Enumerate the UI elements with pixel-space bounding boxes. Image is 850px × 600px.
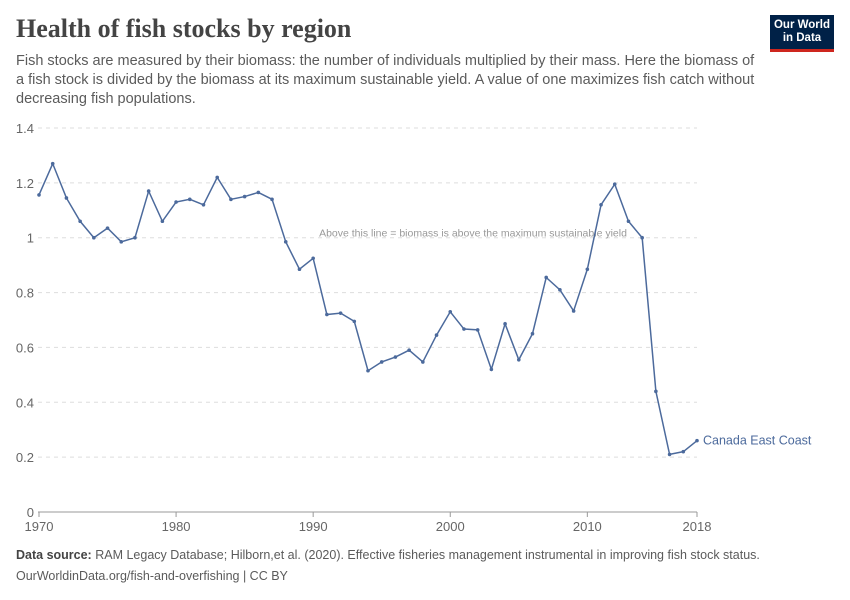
data-point (544, 275, 549, 280)
data-point (215, 175, 220, 180)
data-point (571, 309, 576, 313)
data-point (201, 203, 206, 207)
data-point (119, 240, 124, 244)
data-point (489, 367, 494, 372)
data-point (612, 182, 617, 187)
data-point (174, 200, 178, 204)
data-point (270, 197, 274, 202)
data-point (78, 219, 82, 224)
data-point (325, 312, 329, 317)
source-text: RAM Legacy Database; Hilborn,et al. (202… (95, 548, 760, 562)
data-point (50, 161, 55, 166)
data-point (654, 389, 658, 394)
x-tick-label: 1980 (162, 519, 191, 534)
data-point (297, 267, 302, 272)
data-point (434, 333, 439, 337)
data-point (229, 197, 233, 202)
data-point (146, 189, 151, 193)
y-tick-label: 0.6 (16, 340, 34, 355)
y-tick-label: 0.2 (16, 450, 34, 465)
owid-logo[interactable]: Our World in Data (770, 15, 834, 52)
y-tick-label: 1.2 (16, 176, 34, 191)
data-point (626, 219, 631, 224)
y-tick-label: 0.8 (16, 286, 34, 301)
data-point (256, 190, 261, 195)
x-tick-label: 1970 (25, 519, 54, 534)
data-point (92, 235, 96, 240)
source-label: Data source: (16, 548, 92, 562)
x-tick-label: 2010 (573, 519, 602, 534)
data-point (37, 193, 41, 197)
data-point (338, 311, 343, 315)
data-point (407, 348, 411, 352)
data-point (599, 203, 603, 207)
y-tick-label: 1 (27, 231, 34, 246)
data-point (695, 438, 699, 443)
annotation: Above this line = biomass is above the m… (319, 228, 627, 240)
series-line (38, 161, 698, 456)
data-point (640, 235, 644, 240)
data-point (681, 449, 686, 454)
data-point (242, 194, 247, 199)
data-point (558, 288, 562, 292)
data-point (393, 355, 398, 359)
chart-title: Health of fish stocks by region (16, 14, 352, 43)
data-point (448, 309, 453, 314)
data-point (475, 328, 480, 332)
data-point (352, 319, 357, 324)
data-point (160, 219, 165, 224)
data-point (530, 331, 535, 336)
series-label: Canada East Coast (703, 434, 812, 448)
chart-subtitle: Fish stocks are measured by their biomas… (16, 53, 755, 107)
x-tick-label: 1990 (299, 519, 328, 534)
y-tick-label: 1.4 (16, 121, 34, 136)
data-point (379, 360, 384, 364)
data-point (133, 235, 137, 240)
data-point (366, 368, 370, 373)
footer-url[interactable]: OurWorldinData.org/fish-and-overfishing … (16, 569, 288, 583)
data-point (283, 240, 288, 244)
data-point (503, 322, 507, 326)
data-point (516, 357, 521, 362)
data-point (187, 197, 192, 202)
data-point (667, 452, 672, 457)
y-tick-label: 0 (27, 505, 34, 520)
data-point (585, 267, 590, 272)
data-point (64, 196, 69, 200)
data-point (462, 327, 466, 331)
x-tick-label: 2000 (436, 519, 465, 534)
x-tick-label: 2018 (683, 519, 712, 534)
data-source: Data source: RAM Legacy Database; Hilbor… (16, 548, 760, 562)
data-point (311, 256, 315, 261)
data-point (421, 360, 425, 364)
data-point (105, 226, 110, 230)
y-tick-label: 0.4 (16, 395, 34, 410)
